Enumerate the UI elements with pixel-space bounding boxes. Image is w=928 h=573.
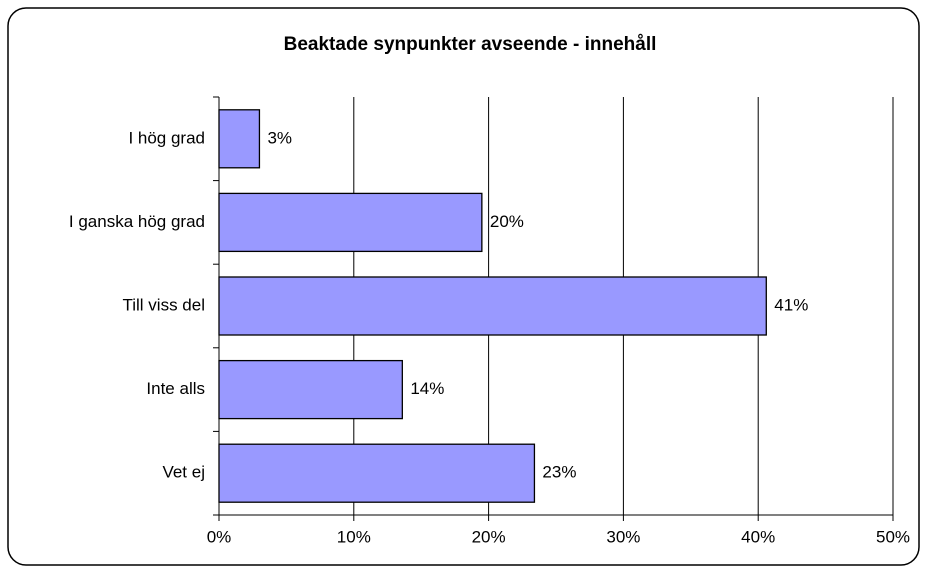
x-tick-label: 0% <box>207 527 232 546</box>
x-tick-label: 50% <box>876 527 910 546</box>
x-tick-label: 30% <box>606 527 640 546</box>
value-label: 20% <box>490 212 524 231</box>
x-tick-label: 20% <box>472 527 506 546</box>
bar <box>218 109 261 169</box>
bar <box>218 359 403 420</box>
y-tick-label: Vet ej <box>162 463 205 482</box>
value-label: 14% <box>410 379 444 398</box>
value-label: 23% <box>542 463 576 482</box>
bar <box>218 443 536 503</box>
value-label: 3% <box>267 128 292 147</box>
x-tick-label: 40% <box>741 527 775 546</box>
y-tick-label: Till viss del <box>123 295 206 314</box>
bar <box>218 276 767 336</box>
y-tick-label: Inte alls <box>146 379 205 398</box>
x-tick-label: 10% <box>337 527 371 546</box>
chart-title: Beaktade synpunkter avseende - innehåll <box>284 34 657 55</box>
value-label: 41% <box>774 295 808 314</box>
y-tick-label: I ganska hög grad <box>69 212 205 231</box>
y-tick-label: I hög grad <box>128 128 205 147</box>
bar <box>218 192 483 253</box>
